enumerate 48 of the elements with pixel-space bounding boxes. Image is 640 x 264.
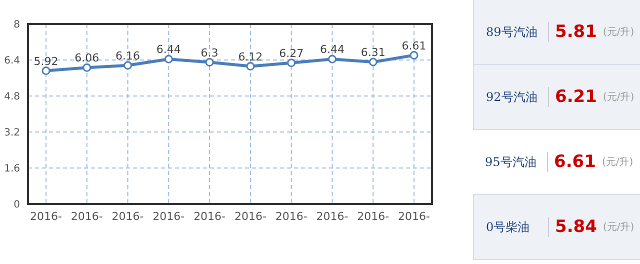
text: (元/升) — [602, 90, 634, 104]
data-label: 6.3 — [200, 46, 218, 60]
point — [205, 58, 214, 66]
text: 5.84 — [548, 217, 597, 237]
text: (元/升) — [602, 26, 634, 39]
text: 95号汽油 — [485, 154, 538, 170]
data-label: 6.06 — [74, 52, 100, 65]
x-tick-label: 2016- — [275, 210, 308, 223]
text: 0号柴油 — [486, 218, 531, 236]
text: (元/升) — [602, 156, 634, 169]
text: 5.81 — [548, 22, 597, 42]
x-tick-label: 2016- — [70, 210, 103, 223]
data-label: 6.44 — [320, 43, 344, 56]
x-tick-label: 2016- — [357, 210, 390, 223]
y-tick-label: 6.4 — [4, 56, 20, 67]
text: (元/升) — [602, 220, 634, 234]
x-tick-label: 2016- — [398, 210, 430, 223]
data-label: 6.27 — [279, 46, 304, 60]
point — [287, 58, 296, 68]
point — [410, 51, 418, 60]
point — [368, 58, 378, 66]
x-tick-label: 2016- — [194, 210, 226, 223]
text: 6.21 — [548, 87, 597, 107]
x-tick-label: 2016- — [152, 210, 185, 223]
data-label: 6.61 — [402, 39, 426, 52]
text: 92号汽油 — [486, 88, 538, 106]
y-tick-label: 4.8 — [4, 92, 20, 103]
point — [42, 66, 50, 76]
data-label: 5.92 — [34, 54, 58, 68]
data-label: 6.31 — [360, 46, 386, 60]
x-tick-label: 2016- — [234, 210, 266, 223]
x-tick-label: 2016- — [112, 210, 144, 223]
text: 6.61 — [547, 152, 596, 172]
y-tick-label: 0 — [14, 200, 20, 211]
x-tick-label: 2016- — [30, 210, 62, 223]
point — [164, 54, 173, 64]
y-tick-label: 3.2 — [4, 128, 20, 139]
data-label: 6.16 — [116, 49, 140, 62]
data-label: 6.44 — [156, 43, 181, 56]
point — [328, 54, 336, 64]
y-tick-label: 8 — [14, 20, 20, 31]
point — [124, 61, 132, 70]
data-label: 6.12 — [238, 50, 263, 64]
text: 89号汽油 — [486, 24, 538, 40]
point — [246, 62, 255, 71]
y-tick-label: 1.6 — [4, 164, 20, 175]
x-tick-label: 2016- — [316, 210, 348, 223]
point — [82, 63, 92, 72]
